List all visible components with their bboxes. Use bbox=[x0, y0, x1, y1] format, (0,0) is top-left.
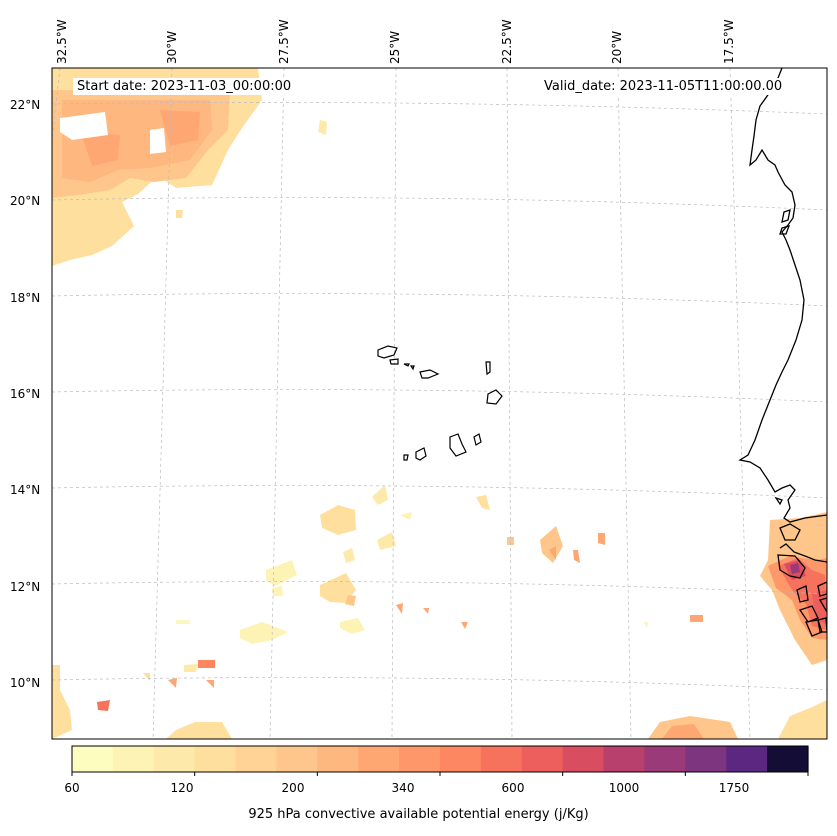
colorbar-swatch bbox=[72, 746, 114, 772]
colorbar-swatch bbox=[153, 746, 196, 772]
cape-field-scattered bbox=[52, 485, 827, 739]
lon-label-25w: 25°W bbox=[388, 30, 402, 64]
colorbar-swatch bbox=[726, 746, 768, 772]
lat-label-20n: 20°N bbox=[10, 194, 41, 208]
cape-verde-islands bbox=[377, 345, 503, 461]
colorbar-swatch bbox=[562, 746, 605, 772]
colorbar-tick-60: 60 bbox=[64, 781, 80, 795]
colorbar-tick-120: 120 bbox=[170, 781, 194, 795]
coastline bbox=[738, 68, 827, 637]
colorbar-tick-600: 600 bbox=[501, 781, 525, 795]
map-frame bbox=[51, 67, 828, 740]
colorbar-tick-1750: 1750 bbox=[718, 781, 750, 795]
colorbar-swatch bbox=[440, 746, 482, 772]
lat-label-14n: 14°N bbox=[10, 483, 41, 497]
lat-label-12n: 12°N bbox=[10, 580, 41, 594]
lon-label-17-5w: 17.5°W bbox=[722, 19, 736, 64]
colorbar-swatch bbox=[480, 746, 523, 772]
colorbar-swatch bbox=[521, 746, 564, 772]
colorbar-swatch bbox=[603, 746, 646, 772]
colorbar-swatch bbox=[767, 746, 809, 772]
colorbar-swatch bbox=[399, 746, 441, 772]
colorbar-swatch bbox=[685, 746, 727, 772]
lat-label-10n: 10°N bbox=[10, 676, 41, 690]
colorbar-title: 925 hPa convective available potential e… bbox=[248, 807, 589, 822]
colorbar-tick-340: 340 bbox=[391, 781, 415, 795]
colorbar-tick-1000: 1000 bbox=[608, 781, 640, 795]
lon-label-20w: 20°W bbox=[610, 30, 624, 64]
lat-label-18n: 18°N bbox=[10, 291, 41, 305]
colorbar-swatch bbox=[235, 746, 278, 772]
lon-label-27-5w: 27.5°W bbox=[277, 19, 291, 64]
map-plot-area bbox=[52, 68, 827, 739]
lat-label-16n: 16°N bbox=[10, 387, 41, 401]
colorbar-swatch bbox=[194, 746, 237, 772]
start-date-label: Start date: 2023-11-03_00:00:00 bbox=[73, 78, 296, 95]
lon-label-22-5w: 22.5°W bbox=[500, 19, 514, 64]
lon-label-32-5w: 32.5°W bbox=[55, 19, 69, 64]
cape-field-northwest bbox=[52, 68, 327, 266]
colorbar-swatch bbox=[112, 746, 155, 772]
colorbar-swatch bbox=[358, 746, 400, 772]
colorbar-swatch bbox=[276, 746, 318, 772]
colorbar-tick-200: 200 bbox=[281, 781, 305, 795]
colorbar bbox=[71, 745, 809, 776]
colorbar-swatch bbox=[317, 746, 359, 772]
graticule bbox=[52, 68, 827, 739]
colorbar-swatch bbox=[644, 746, 686, 772]
lat-label-22n: 22°N bbox=[10, 98, 41, 112]
valid-date-label: Valid_date: 2023-11-05T11:00:00.00 bbox=[540, 78, 787, 95]
lon-label-30w: 30°W bbox=[165, 30, 179, 64]
